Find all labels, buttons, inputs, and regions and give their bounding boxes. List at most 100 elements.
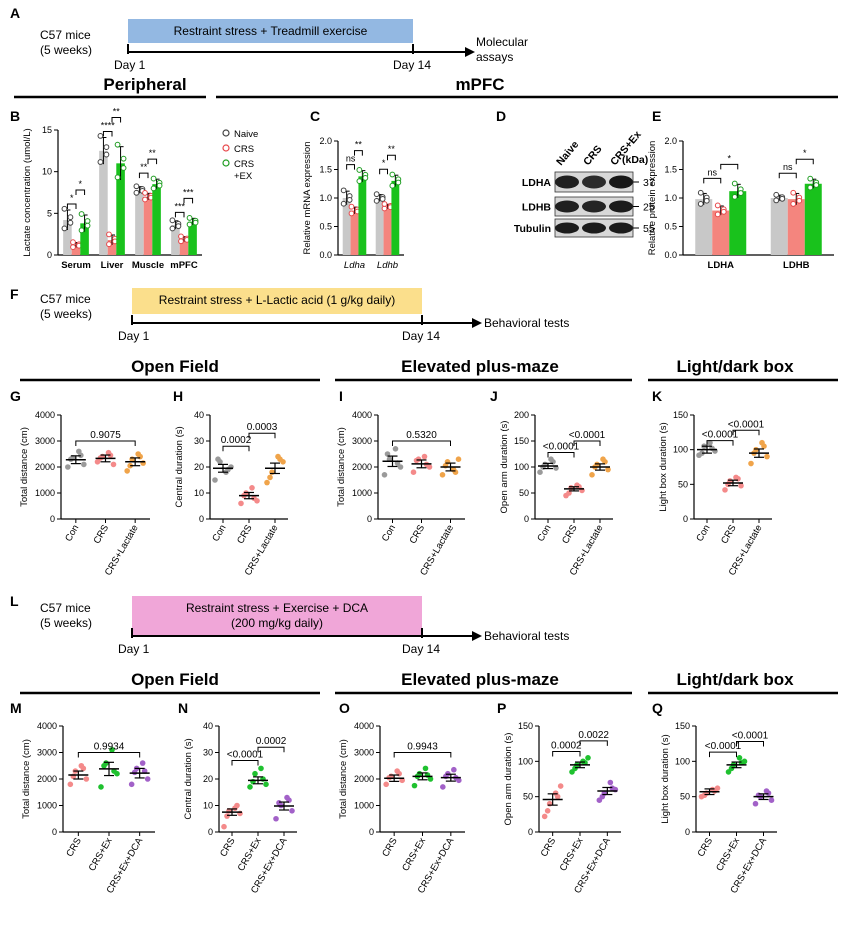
x-tick-label: CRS+Ex <box>400 836 428 873</box>
bar <box>63 220 72 255</box>
y-tick-label: 50 <box>680 792 690 802</box>
bar <box>152 184 161 255</box>
x-tick-label: Ldhb <box>377 260 398 271</box>
data-point <box>451 766 457 773</box>
timeline-outcome: assays <box>476 50 513 64</box>
data-point <box>373 191 380 198</box>
significance-line <box>703 177 722 184</box>
data-point <box>396 770 402 777</box>
significance-line <box>706 440 734 446</box>
timeline-arrowhead <box>472 318 482 328</box>
data-point <box>273 815 279 822</box>
significance-line <box>102 131 113 137</box>
data-point <box>541 813 548 820</box>
data-point <box>252 770 258 777</box>
y-tick-label: 100 <box>518 756 533 766</box>
significance-label: 0.0002 <box>256 736 287 747</box>
timeline-subject: C57 mice <box>40 292 91 306</box>
data-point <box>97 159 104 165</box>
panel-label-p: P <box>497 700 506 716</box>
legend-label: CRS <box>234 144 254 155</box>
y-tick-label: 4000 <box>354 721 374 731</box>
x-tick-label: Con <box>210 523 228 544</box>
bar <box>804 183 822 255</box>
data-point <box>84 218 91 224</box>
chart-o: 0 1000 2000 3000 4000 Total distance (cm) CRS C… <box>338 721 465 895</box>
timeline-outcome: Behavioral tests <box>484 629 569 643</box>
significance-label: * <box>79 179 83 189</box>
data-point <box>224 813 230 819</box>
y-tick-label: 0 <box>685 827 690 837</box>
x-tick-label: CRS+Ex <box>558 836 586 873</box>
y-tick-label: 20 <box>203 774 213 784</box>
significance-label: **** <box>101 121 116 131</box>
data-point <box>585 755 591 761</box>
data-point <box>65 464 71 470</box>
data-point <box>128 781 135 788</box>
significance-line <box>379 168 388 175</box>
significance-line <box>387 154 396 161</box>
data-point <box>381 472 388 478</box>
blot-band <box>555 222 579 234</box>
significance-line <box>354 150 363 156</box>
y-tick-label: 2.0 <box>664 136 677 146</box>
data-point <box>557 783 564 789</box>
data-point <box>238 500 244 507</box>
significance-label: * <box>803 148 807 158</box>
y-tick-label: 0 <box>683 514 688 524</box>
timeline-subject: (5 weeks) <box>40 43 92 57</box>
bar <box>770 198 788 255</box>
data-point <box>186 215 193 221</box>
data-point <box>356 178 363 185</box>
data-point <box>572 765 578 772</box>
bar <box>375 198 384 255</box>
data-point <box>748 460 754 467</box>
y-tick-label: 2.0 <box>319 136 332 146</box>
data-point <box>589 472 595 478</box>
blot-band <box>582 222 606 234</box>
timeline-subject: C57 mice <box>40 28 91 42</box>
panel-label-b: B <box>10 108 20 124</box>
data-point <box>389 182 396 189</box>
treatment-label: Restraint stress + Exercise + DCA <box>186 601 368 615</box>
x-tick-label: CRS <box>719 523 739 546</box>
significance-label: *** <box>183 187 194 197</box>
y-tick-label: 3000 <box>352 436 372 446</box>
kda-marker-label: 25 <box>643 202 655 214</box>
blot-band <box>582 175 606 189</box>
x-tick-label: CRS <box>539 836 559 859</box>
data-point <box>813 182 820 188</box>
data-point <box>215 456 221 463</box>
data-point <box>421 453 428 460</box>
y-tick-label: 20 <box>194 462 204 472</box>
y-tick-label: 0.0 <box>664 250 677 260</box>
data-point <box>752 800 759 807</box>
blot-band <box>555 175 579 189</box>
panel-label-c: C <box>310 108 320 124</box>
section-title-epm-2: Elevated plus-maze <box>401 670 559 689</box>
timeline-f: C57 mice(5 weeks) Restraint stress + L-La… <box>40 288 569 343</box>
data-point <box>289 808 295 814</box>
panel-label-e: E <box>652 108 661 124</box>
significance-line <box>573 440 601 446</box>
data-point <box>395 179 402 186</box>
data-point <box>137 453 143 460</box>
data-point <box>383 781 389 788</box>
panel-label-f: F <box>10 286 19 302</box>
data-point <box>790 189 797 196</box>
blot-band <box>555 200 579 213</box>
significance-label: 0.0002 <box>221 435 252 446</box>
significance-label: ** <box>140 162 148 172</box>
data-point <box>78 211 85 217</box>
data-point <box>452 469 459 476</box>
bar <box>391 180 400 255</box>
significance-line <box>147 158 158 165</box>
data-point <box>80 765 87 772</box>
data-point <box>234 802 240 809</box>
data-point <box>67 781 74 788</box>
data-point <box>340 200 347 207</box>
timeline-arrowhead <box>472 631 482 641</box>
significance-line <box>248 432 276 439</box>
bar <box>712 210 730 255</box>
data-point <box>269 469 275 476</box>
